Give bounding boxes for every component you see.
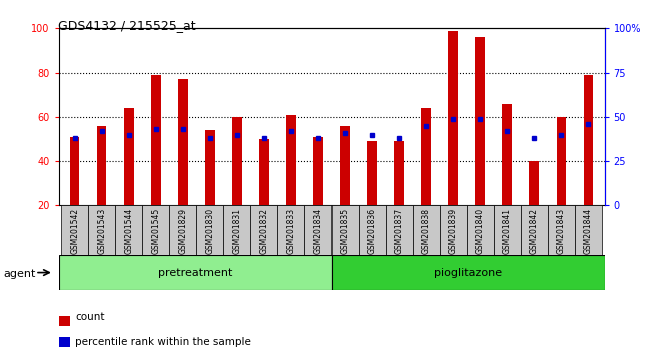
- Bar: [439, 205, 467, 255]
- Text: agent: agent: [3, 269, 36, 279]
- Bar: [142, 205, 169, 255]
- Bar: [70, 137, 79, 205]
- Text: GSM201831: GSM201831: [233, 208, 241, 254]
- Bar: [556, 117, 566, 205]
- Bar: [341, 126, 350, 205]
- Text: GSM201543: GSM201543: [98, 208, 106, 254]
- Bar: [169, 205, 196, 255]
- Bar: [332, 205, 359, 255]
- Text: GSM201832: GSM201832: [259, 208, 268, 254]
- Bar: [548, 205, 575, 255]
- Bar: [413, 205, 439, 255]
- Bar: [286, 115, 296, 205]
- Text: GSM201829: GSM201829: [178, 208, 187, 254]
- Text: percentile rank within the sample: percentile rank within the sample: [75, 337, 252, 347]
- Bar: [530, 161, 539, 205]
- Bar: [494, 205, 521, 255]
- Bar: [124, 108, 133, 205]
- Bar: [421, 108, 431, 205]
- Bar: [584, 75, 593, 205]
- Bar: [332, 255, 604, 290]
- Text: GSM201841: GSM201841: [502, 208, 512, 254]
- Text: GSM201836: GSM201836: [367, 208, 376, 254]
- Text: GSM201545: GSM201545: [151, 208, 161, 254]
- Bar: [502, 104, 512, 205]
- Bar: [385, 205, 413, 255]
- Bar: [61, 205, 88, 255]
- Text: GSM201835: GSM201835: [341, 208, 350, 254]
- Bar: [278, 205, 304, 255]
- Bar: [115, 205, 142, 255]
- Bar: [97, 126, 107, 205]
- Text: GSM201833: GSM201833: [287, 208, 296, 254]
- Bar: [224, 205, 250, 255]
- Bar: [467, 205, 494, 255]
- Text: pretreatment: pretreatment: [158, 268, 232, 278]
- Bar: [304, 205, 332, 255]
- Text: GSM201843: GSM201843: [557, 208, 566, 254]
- Bar: [88, 205, 115, 255]
- Text: GSM201544: GSM201544: [124, 208, 133, 254]
- Bar: [178, 79, 188, 205]
- Text: GSM201840: GSM201840: [476, 208, 485, 254]
- Text: GDS4132 / 215525_at: GDS4132 / 215525_at: [58, 19, 196, 33]
- Bar: [367, 141, 377, 205]
- Bar: [232, 117, 242, 205]
- Text: count: count: [75, 312, 105, 322]
- Text: GSM201842: GSM201842: [530, 208, 539, 254]
- Bar: [259, 139, 268, 205]
- Text: pioglitazone: pioglitazone: [434, 268, 502, 278]
- Bar: [250, 205, 278, 255]
- Text: GSM201844: GSM201844: [584, 208, 593, 254]
- Text: GSM201838: GSM201838: [422, 208, 430, 254]
- Text: GSM201839: GSM201839: [448, 208, 458, 254]
- Bar: [196, 205, 224, 255]
- Bar: [475, 37, 485, 205]
- Bar: [395, 141, 404, 205]
- Bar: [58, 255, 332, 290]
- Bar: [448, 30, 458, 205]
- Text: GSM201542: GSM201542: [70, 208, 79, 254]
- Text: GSM201834: GSM201834: [313, 208, 322, 254]
- Bar: [205, 130, 214, 205]
- Bar: [359, 205, 385, 255]
- Bar: [313, 137, 322, 205]
- Text: GSM201830: GSM201830: [205, 208, 214, 254]
- Text: GSM201837: GSM201837: [395, 208, 404, 254]
- Bar: [521, 205, 548, 255]
- Bar: [151, 75, 161, 205]
- Bar: [575, 205, 602, 255]
